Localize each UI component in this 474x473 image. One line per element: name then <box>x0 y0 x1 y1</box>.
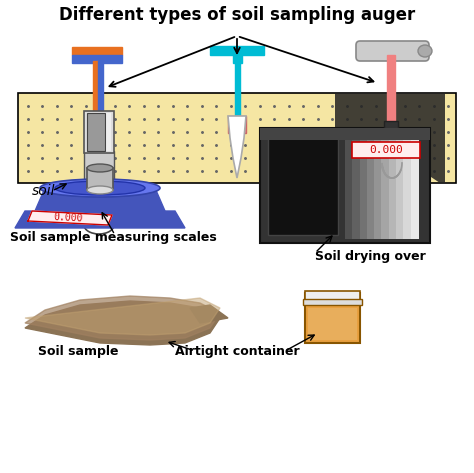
Polygon shape <box>15 211 185 228</box>
Text: Soil drying over: Soil drying over <box>315 250 426 263</box>
Bar <box>387 55 395 123</box>
Bar <box>260 128 430 140</box>
Polygon shape <box>28 211 112 225</box>
FancyBboxPatch shape <box>356 41 429 61</box>
Bar <box>367 132 375 239</box>
Bar <box>403 132 412 239</box>
Bar <box>303 299 362 305</box>
Polygon shape <box>335 93 445 183</box>
Bar <box>410 132 419 239</box>
Bar <box>106 113 111 151</box>
Bar <box>84 111 114 153</box>
Bar <box>87 168 113 190</box>
Bar <box>352 132 361 239</box>
Bar <box>382 132 390 239</box>
Ellipse shape <box>55 181 145 195</box>
Text: 0.000: 0.000 <box>369 145 403 155</box>
Bar <box>374 132 383 239</box>
Bar <box>93 61 98 113</box>
Polygon shape <box>35 188 165 211</box>
Bar <box>308 308 357 340</box>
Bar <box>305 293 360 343</box>
Text: Different types of soil sampling auger: Different types of soil sampling auger <box>59 6 415 24</box>
Bar <box>72 47 122 55</box>
Ellipse shape <box>87 186 113 194</box>
Polygon shape <box>25 298 220 335</box>
Bar <box>72 55 122 63</box>
Bar <box>84 151 114 183</box>
Bar <box>396 132 404 239</box>
Text: soil: soil <box>32 184 55 198</box>
Bar <box>18 93 456 183</box>
Bar <box>384 121 398 129</box>
Bar <box>233 53 242 63</box>
Text: 0.000: 0.000 <box>53 212 83 224</box>
Polygon shape <box>25 296 220 340</box>
Ellipse shape <box>418 45 432 57</box>
Bar <box>228 116 246 133</box>
Bar <box>87 113 105 151</box>
Bar <box>360 132 368 239</box>
Bar <box>352 142 420 158</box>
Bar <box>98 61 103 113</box>
Bar <box>345 132 353 239</box>
Polygon shape <box>190 305 228 323</box>
Text: Airtight container: Airtight container <box>175 345 300 358</box>
Text: Soil sample measuring scales: Soil sample measuring scales <box>10 231 217 244</box>
Bar <box>389 132 397 239</box>
Bar <box>305 291 360 303</box>
Polygon shape <box>228 116 246 178</box>
Bar <box>235 61 240 118</box>
Ellipse shape <box>40 179 160 197</box>
Ellipse shape <box>87 164 113 172</box>
Polygon shape <box>25 301 220 345</box>
Bar <box>210 46 264 55</box>
Bar <box>268 136 338 235</box>
Text: Soil sample: Soil sample <box>38 345 118 358</box>
Bar <box>260 128 430 243</box>
